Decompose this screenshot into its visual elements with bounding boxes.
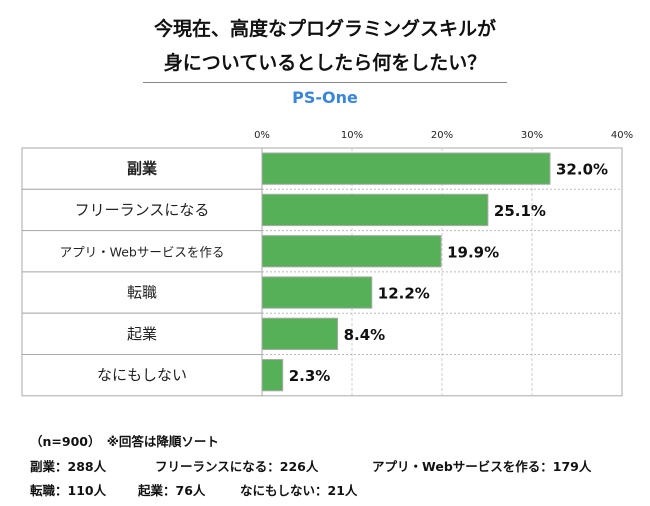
category-label: なにもしない: [97, 366, 187, 384]
x-tick-label: 0%: [254, 130, 270, 141]
x-tick-label: 30%: [521, 130, 543, 141]
count-5: なにもしない：21人: [240, 483, 358, 498]
x-tick-label: 20%: [431, 130, 453, 141]
brand-label: PS-One: [292, 88, 358, 107]
category-cell: [21, 354, 263, 397]
x-tick-label: 40%: [611, 130, 633, 141]
sample-note: （n=900） ※回答は降順ソート: [30, 434, 219, 449]
bar: [261, 317, 339, 351]
data-label: 19.9%: [447, 243, 499, 261]
category-cell: [21, 188, 263, 232]
bar: [261, 359, 284, 392]
chart-title-line-1: 今現在、高度なプログラミングスキルが: [153, 18, 496, 40]
data-label: 12.2%: [378, 285, 430, 303]
category-label: 転職: [127, 284, 157, 302]
count-2: アプリ・Webサービスを作る：179人: [372, 459, 592, 474]
category-label: 副業: [127, 160, 158, 178]
bar: [261, 193, 489, 227]
data-label: 2.3%: [289, 367, 331, 385]
x-tick-label: 10%: [341, 130, 363, 141]
title-divider: [143, 82, 507, 83]
bar: [261, 152, 551, 185]
chart-title-line-2: 身についているとしたら何をしたい？: [163, 52, 487, 74]
count-3: 転職：110人: [30, 483, 107, 498]
count-1: フリーランスになる：226人: [155, 459, 319, 474]
category-label: フリーランスになる: [75, 201, 210, 219]
count-0: 副業：288人: [30, 459, 107, 474]
count-4: 起業：76人: [138, 483, 206, 498]
data-label: 25.1%: [494, 202, 546, 220]
bar: [261, 276, 373, 309]
category-label: 起業: [127, 325, 157, 343]
category-cell: [21, 271, 263, 314]
bar: [261, 235, 442, 268]
category-label: アプリ・Webサービスを作る: [60, 244, 225, 259]
data-label: 8.4%: [344, 326, 386, 344]
data-label: 32.0%: [556, 161, 608, 179]
